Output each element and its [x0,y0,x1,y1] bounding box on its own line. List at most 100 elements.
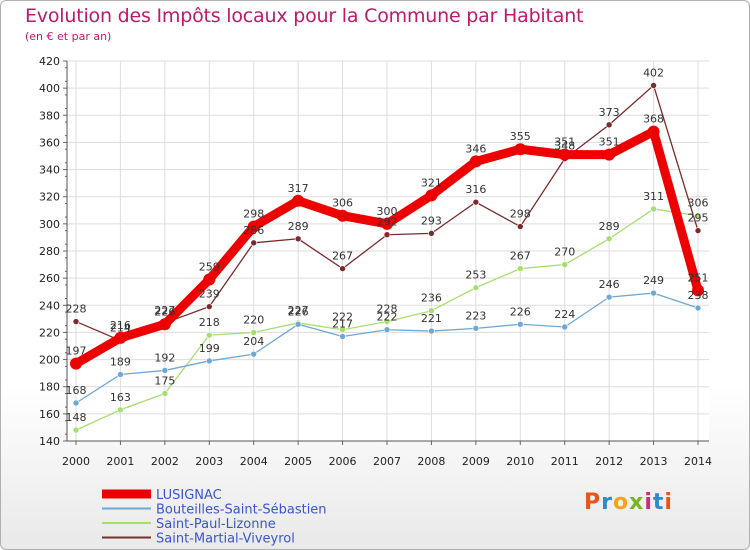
data-label: 355 [510,130,531,143]
data-label: 220 [243,313,264,326]
y-tick-label: 340 [39,164,60,177]
data-label: 249 [643,274,664,287]
data-point-1 [251,351,257,357]
data-label: 214 [110,322,131,335]
data-point-3 [73,319,79,325]
y-tick-label: 140 [39,435,60,448]
data-label: 197 [66,345,87,358]
data-label: 163 [110,391,131,404]
data-point-3 [473,199,479,205]
data-point-3 [295,236,301,242]
data-point-1 [428,328,434,334]
data-label: 236 [421,292,442,305]
data-point-2 [473,285,479,291]
data-point-2 [606,236,612,242]
data-point-3 [206,304,212,310]
data-point-3 [428,230,434,236]
x-tick-label: 2006 [329,455,357,468]
data-label: 238 [688,289,709,302]
data-point-2 [517,266,523,272]
x-tick-label: 2010 [506,455,534,468]
data-point-1 [73,400,79,406]
data-point-3 [695,228,701,234]
x-tick-label: 2000 [62,455,90,468]
data-label: 267 [332,250,353,263]
data-label: 298 [243,208,264,221]
data-point-3 [606,122,612,128]
legend-label-3: Saint-Martial-Viveyrol [156,532,295,547]
data-point-0 [425,189,437,201]
data-label: 293 [421,214,442,227]
data-point-1 [473,325,479,331]
data-label: 228 [66,303,87,316]
data-label: 189 [110,356,131,369]
data-point-1 [384,327,390,333]
data-label: 259 [199,261,220,274]
data-label: 306 [688,197,709,210]
data-point-2 [562,262,568,268]
data-label: 306 [332,197,353,210]
data-point-1 [340,334,346,340]
data-point-1 [117,372,123,378]
data-label: 348 [554,140,575,153]
data-label: 317 [288,182,309,195]
data-label: 267 [510,250,531,263]
x-tick-label: 2002 [151,455,179,468]
legend-label-0: LUSIGNAC [156,488,222,503]
data-label: 204 [243,335,264,348]
data-point-1 [606,294,612,300]
data-point-0 [514,143,526,155]
data-label: 251 [688,271,709,284]
data-label: 253 [465,269,486,282]
x-tick-label: 2013 [640,455,668,468]
logo-letter: i [664,490,673,515]
y-tick-label: 300 [39,218,60,231]
data-label: 175 [154,375,175,388]
data-point-1 [162,367,168,373]
legend-label-1: Bouteilles-Saint-Sébastien [156,503,327,518]
data-label: 228 [377,303,398,316]
data-point-2 [162,391,168,397]
data-point-3 [251,240,257,246]
x-tick-label: 2003 [195,455,223,468]
x-tick-label: 2009 [462,455,490,468]
logo-letter: x [629,490,644,515]
logo-letter: t [653,490,665,515]
data-point-0 [603,149,615,161]
proxiti-logo: Proxiti [584,490,673,515]
data-label: 218 [199,316,220,329]
y-tick-label: 400 [39,82,60,95]
data-label: 227 [288,304,309,317]
y-tick-label: 360 [39,136,60,149]
data-point-1 [517,321,523,327]
data-label: 402 [643,66,664,79]
y-tick-label: 200 [39,354,60,367]
data-label: 148 [66,411,87,424]
data-label: 223 [465,309,486,322]
logo-letter: r [601,490,613,515]
data-label: 270 [554,246,575,259]
data-point-0 [292,195,304,207]
x-tick-label: 2014 [684,455,712,468]
y-tick-label: 380 [39,109,60,122]
data-point-3 [340,266,346,272]
data-point-0 [70,358,82,370]
y-tick-label: 320 [39,191,60,204]
data-label: 292 [377,216,398,229]
data-point-1 [695,305,701,311]
data-label: 368 [643,113,664,126]
data-point-2 [206,332,212,338]
x-tick-label: 2001 [106,455,134,468]
logo-letter: i [644,490,653,515]
x-tick-label: 2012 [595,455,623,468]
data-label: 239 [199,288,220,301]
data-label: 321 [421,176,442,189]
data-label: 289 [288,220,309,233]
y-tick-label: 160 [39,408,60,421]
data-point-1 [295,321,301,327]
data-point-0 [470,155,482,167]
data-label: 316 [465,183,486,196]
data-label: 222 [332,311,353,324]
